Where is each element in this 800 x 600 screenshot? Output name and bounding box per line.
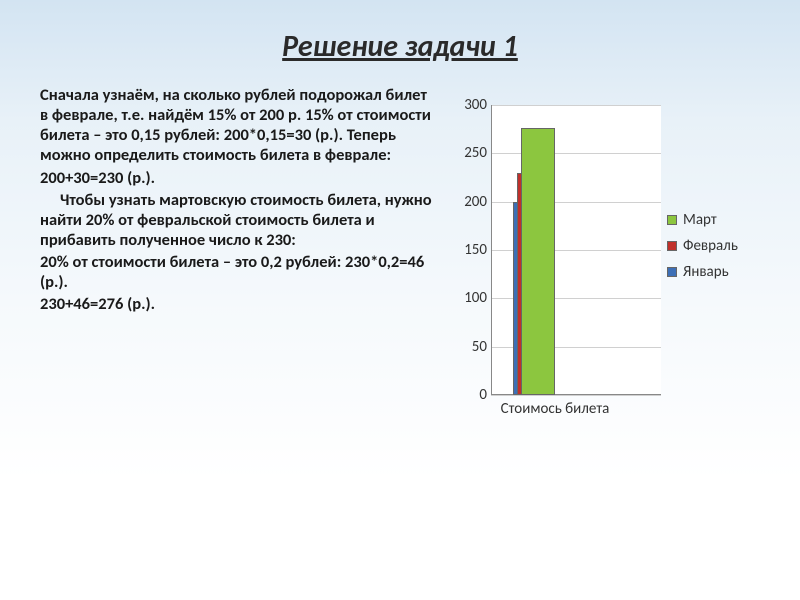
legend-swatch [667,215,677,225]
chart-column: 050100150200250300 Стоимось билета МартФ… [435,85,770,465]
legend-item: Февраль [667,237,738,255]
x-axis-label: Стоимось билета [435,400,675,418]
gridline [491,153,661,154]
y-axis [491,105,492,395]
bar-segment [521,128,555,395]
solution-p3: Чтобы узнать мартовскую стоимость билета… [40,190,435,250]
y-tick-label: 200 [439,193,487,211]
content-row: Сначала узнаём, на сколько рублей подоро… [0,85,800,465]
solution-p4: 20% от стоимости билета – это 0,2 рублей… [40,252,435,292]
solution-p1: Сначала узнаём, на сколько рублей подоро… [40,85,435,166]
slide-title: Решение задачи 1 [0,0,800,85]
legend-label: Январь [683,263,729,281]
legend-item: Январь [667,263,738,281]
y-tick-label: 150 [439,241,487,259]
gridline [491,395,661,396]
legend-swatch [667,241,677,251]
solution-p2: 200+30=230 (р.). [40,168,435,188]
legend: Март Февраль Январь [667,211,738,289]
y-tick-label: 250 [439,144,487,162]
solution-p5: 230+46=276 (р.). [40,294,435,314]
text-column: Сначала узнаём, на сколько рублей подоро… [40,85,435,465]
legend-label: Март [683,211,717,229]
plot-area [491,105,661,395]
bar [521,128,555,395]
bar-chart: 050100150200250300 Стоимось билета МартФ… [435,105,770,465]
legend-item: Март [667,211,738,229]
y-tick-label: 50 [439,338,487,356]
legend-label: Февраль [683,237,738,255]
y-tick-label: 300 [439,96,487,114]
legend-swatch [667,267,677,277]
y-tick-label: 100 [439,289,487,307]
gridline [491,105,661,106]
